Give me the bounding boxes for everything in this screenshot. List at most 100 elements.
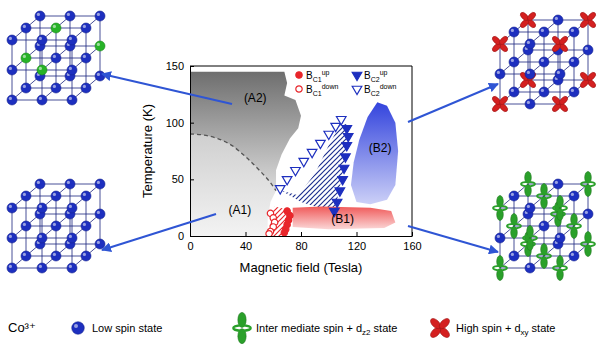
- legend-label: BC2down: [364, 83, 396, 97]
- tick-label: 0: [178, 230, 184, 242]
- spin-glyph: [555, 233, 565, 243]
- figure: 04080120160050100150Magnetic field (Tesl…: [0, 0, 600, 356]
- axis-line: [191, 236, 413, 237]
- lattice-bond: [560, 184, 588, 208]
- spin-glyph: [67, 95, 77, 105]
- tick-label: 0: [187, 240, 193, 252]
- spin-glyph: [67, 203, 77, 213]
- spin-glyph: [51, 53, 61, 63]
- key-title: Co³⁺: [8, 320, 36, 335]
- spin-glyph: [569, 87, 579, 97]
- spin-glyph: [35, 11, 45, 21]
- spin-glyph: [37, 233, 47, 243]
- legend-marker: [296, 86, 302, 92]
- spin-glyph: [555, 69, 565, 79]
- spin-glyph: [21, 251, 31, 261]
- spin-glyph: [7, 263, 17, 273]
- tick-mark: [246, 232, 247, 236]
- y-axis-title: Temperature (K): [140, 104, 155, 198]
- region-label: (B1): [331, 212, 354, 226]
- spin-glyph: [581, 232, 595, 257]
- data-point: [324, 131, 334, 139]
- spin-glyph: [21, 221, 31, 231]
- spin-glyph: [81, 23, 91, 33]
- spin-glyph: [539, 87, 549, 97]
- spin-glyph: [569, 57, 579, 67]
- spin-glyph: [525, 69, 535, 79]
- tick-label: 40: [240, 240, 252, 252]
- spin-glyph: [493, 196, 507, 221]
- tick-label: 50: [172, 173, 184, 185]
- tick: 100: [166, 117, 194, 129]
- spin-glyph: [21, 191, 31, 201]
- spin-glyph: [95, 179, 105, 189]
- lattice-bond: [560, 214, 588, 238]
- spin-glyph: [491, 95, 509, 113]
- spin-glyph: [507, 214, 521, 239]
- arrow: [408, 84, 498, 122]
- spin-glyph: [569, 27, 579, 37]
- legend-marker: [352, 72, 362, 80]
- lattice: [493, 172, 595, 281]
- spin-glyph: [81, 83, 91, 93]
- tick-label: 160: [403, 240, 421, 252]
- arrow: [408, 226, 498, 252]
- spin-glyph: [67, 263, 77, 273]
- axis: 0 40 80 120 160: [187, 232, 421, 252]
- lattice-bond: [42, 46, 70, 70]
- legend: BC1upBC1downBC2upBC2down: [296, 69, 397, 97]
- spin-glyph: [579, 71, 597, 89]
- frame: [190, 66, 412, 67]
- spin-glyph: [51, 251, 61, 261]
- data-point: [338, 177, 348, 185]
- tick: 80: [295, 232, 307, 252]
- spin-glyph: [537, 244, 551, 269]
- data-point: [281, 229, 287, 235]
- spin-glyph: [95, 209, 105, 219]
- axis-line: [190, 67, 191, 237]
- data-point: [339, 165, 349, 173]
- spin-glyph: [579, 11, 597, 29]
- spin-glyph: [493, 256, 507, 281]
- spin-glyph: [495, 69, 505, 79]
- spin-glyph: [569, 191, 579, 201]
- spin-glyph: [72, 322, 85, 335]
- data-point: [335, 188, 345, 196]
- spin-glyph: [35, 179, 45, 189]
- tick-label: 80: [295, 240, 307, 252]
- state-key: Co³⁺Low spin stateInter mediate spin + d…: [8, 312, 555, 343]
- spin-glyph: [95, 239, 105, 249]
- data-point: [282, 177, 292, 185]
- data-point: [343, 133, 353, 141]
- tick-label: 120: [348, 240, 366, 252]
- lattice-bond: [42, 214, 70, 238]
- tick: 0: [178, 230, 194, 242]
- frame: [412, 66, 413, 236]
- key-label: Inter mediate spin + dz2 state: [256, 322, 397, 337]
- spin-glyph: [509, 191, 519, 201]
- spin-glyph: [553, 256, 567, 281]
- spin-glyph: [67, 35, 77, 45]
- arrow: [102, 214, 216, 250]
- data-point: [275, 186, 285, 194]
- data-point: [316, 140, 326, 148]
- spin-glyph: [509, 27, 519, 37]
- spin-glyph: [65, 11, 75, 21]
- spin-glyph: [539, 27, 549, 37]
- spin-glyph: [519, 11, 537, 29]
- tick-label: 150: [166, 60, 184, 72]
- phase-region: [351, 102, 398, 204]
- data-point: [291, 167, 301, 175]
- data-point: [266, 231, 272, 236]
- spin-glyph: [95, 41, 105, 51]
- lattice-bond: [72, 184, 100, 208]
- spin-glyph: [583, 45, 593, 55]
- phase-region: [293, 207, 396, 230]
- spin-glyph: [51, 191, 61, 201]
- data-point: [332, 199, 342, 207]
- tick-mark: [190, 123, 194, 124]
- tick-label: 100: [166, 117, 184, 129]
- spin-glyph: [37, 95, 47, 105]
- spin-glyph: [525, 99, 535, 109]
- lattice-bond: [530, 214, 558, 238]
